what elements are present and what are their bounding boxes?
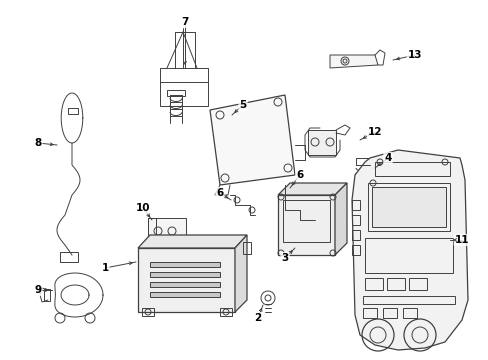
Text: 9: 9 — [34, 285, 41, 295]
Bar — [355, 158, 369, 165]
Text: 11: 11 — [454, 235, 468, 245]
Bar — [382, 308, 396, 318]
Text: 7: 7 — [181, 17, 188, 27]
Bar — [307, 130, 335, 155]
Bar — [374, 162, 449, 176]
Text: 6: 6 — [216, 188, 223, 198]
Text: 12: 12 — [367, 127, 382, 137]
Bar — [167, 90, 184, 96]
Bar — [220, 308, 231, 316]
Bar — [402, 308, 416, 318]
Bar — [283, 200, 329, 242]
Bar — [386, 278, 404, 290]
Bar — [367, 183, 449, 231]
Polygon shape — [278, 195, 334, 255]
Bar — [243, 242, 250, 254]
Polygon shape — [329, 55, 377, 68]
Bar — [150, 292, 220, 297]
Bar — [371, 187, 445, 227]
Bar — [160, 68, 207, 106]
Bar — [364, 238, 452, 273]
Bar — [60, 252, 78, 262]
Bar — [364, 278, 382, 290]
Bar — [351, 245, 359, 255]
Polygon shape — [209, 95, 294, 185]
Polygon shape — [334, 183, 346, 255]
Bar — [142, 308, 154, 316]
Text: 6: 6 — [296, 170, 303, 180]
Bar — [68, 108, 78, 114]
Bar — [148, 218, 156, 244]
Bar — [362, 308, 376, 318]
Polygon shape — [138, 235, 246, 248]
Text: 8: 8 — [34, 138, 41, 148]
Text: 1: 1 — [101, 263, 108, 273]
Bar — [44, 289, 50, 301]
Bar — [408, 278, 426, 290]
Bar — [351, 215, 359, 225]
Text: 5: 5 — [239, 100, 246, 110]
Text: 13: 13 — [407, 50, 421, 60]
Bar — [351, 230, 359, 240]
Bar — [150, 282, 220, 287]
Bar — [351, 200, 359, 210]
Bar — [148, 218, 185, 244]
Text: 4: 4 — [384, 153, 391, 163]
Polygon shape — [138, 248, 235, 312]
Text: 3: 3 — [281, 253, 288, 263]
Polygon shape — [235, 235, 246, 312]
Polygon shape — [351, 150, 467, 350]
Polygon shape — [278, 183, 346, 195]
Bar — [150, 262, 220, 267]
Bar — [150, 272, 220, 277]
Bar — [362, 296, 454, 304]
Text: 10: 10 — [136, 203, 150, 213]
Text: 2: 2 — [254, 313, 261, 323]
